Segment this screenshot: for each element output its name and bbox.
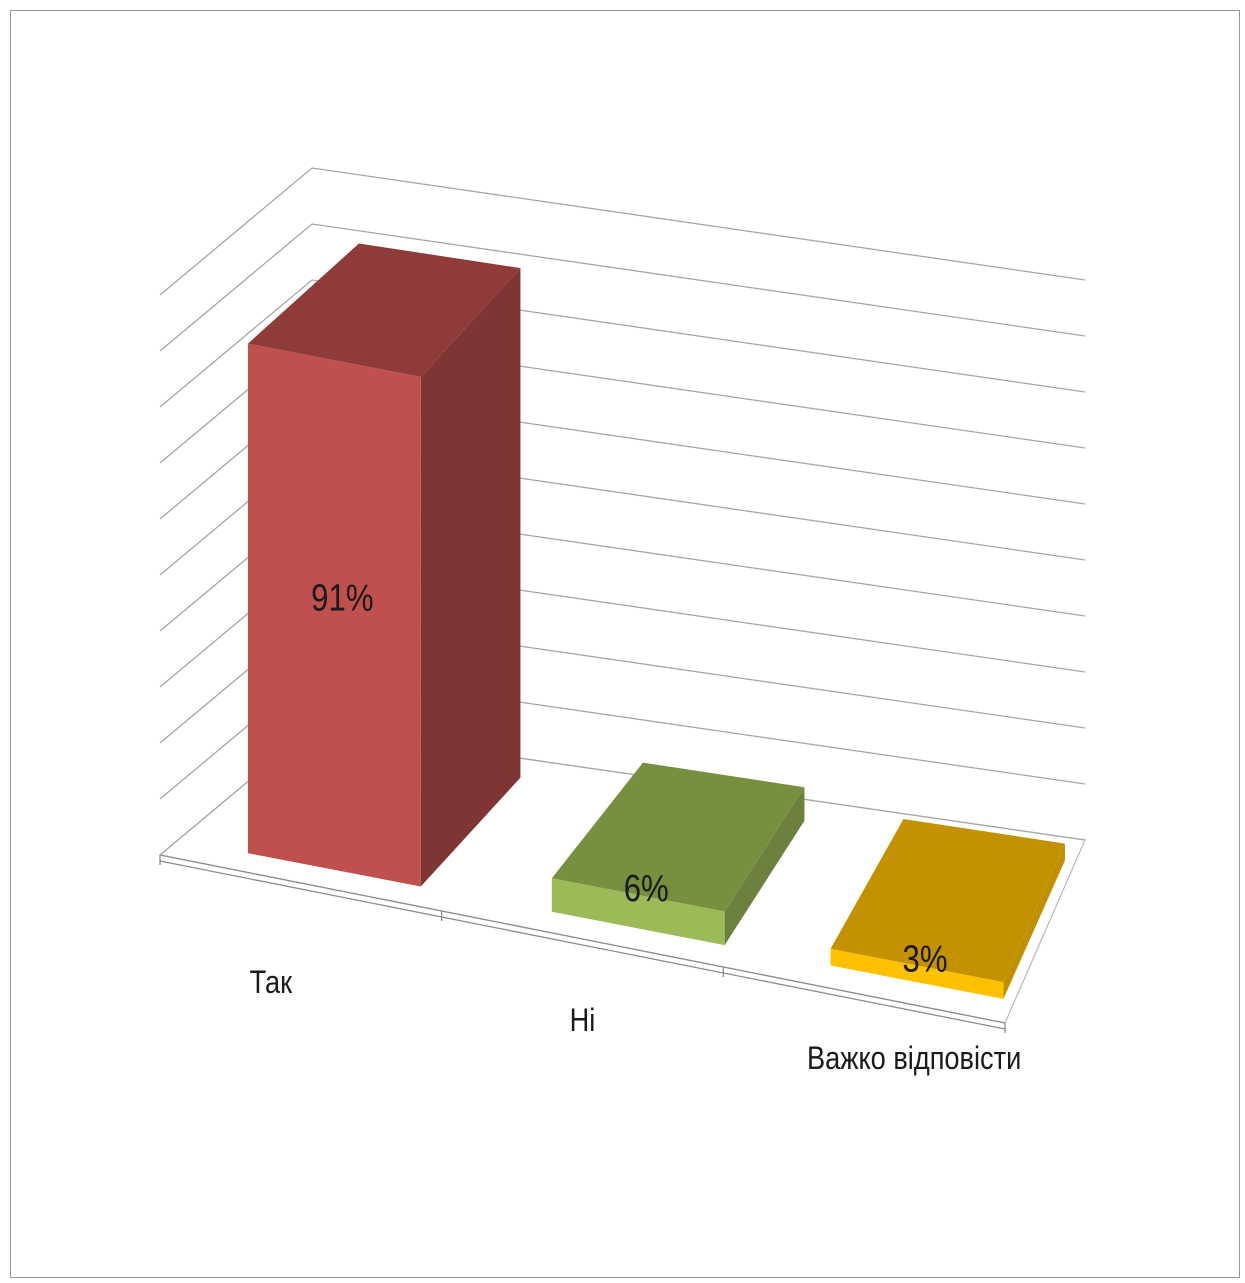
bar-front-face bbox=[551, 878, 725, 946]
bar-1 bbox=[247, 243, 521, 887]
bar-value-label: 91% bbox=[311, 578, 373, 620]
bar-side-face bbox=[1003, 843, 1065, 999]
category-label: Важко відповісти bbox=[807, 1041, 1021, 1077]
bar-top-face bbox=[247, 243, 521, 377]
chart-labels: 91% Так 6% Ні 3% Важко відповісти bbox=[250, 578, 1022, 1077]
bar-top-face bbox=[830, 819, 1065, 983]
gridline bbox=[159, 279, 1086, 408]
bar-front-face bbox=[247, 343, 421, 887]
bar-2 bbox=[551, 762, 805, 946]
bar-value-label: 3% bbox=[903, 939, 948, 981]
gridline bbox=[159, 167, 1086, 296]
category-label: Ні bbox=[570, 1003, 596, 1039]
category-axis-line bbox=[159, 860, 1006, 1030]
chart-bars bbox=[247, 243, 1065, 999]
chart-frame bbox=[10, 10, 1240, 1278]
bar-3 bbox=[830, 819, 1065, 999]
bar-value-label: 6% bbox=[624, 868, 669, 910]
bar-side-face bbox=[420, 268, 521, 887]
category-label: Так bbox=[250, 965, 293, 1001]
bar-side-face bbox=[724, 787, 805, 946]
bar-front-face bbox=[830, 948, 1004, 999]
gridline bbox=[159, 223, 1086, 352]
bar-top-face bbox=[551, 762, 805, 912]
category-axis-line bbox=[159, 854, 1006, 1024]
